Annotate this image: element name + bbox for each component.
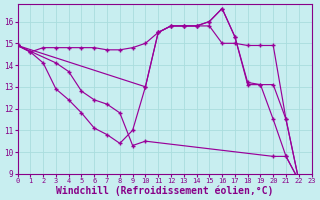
X-axis label: Windchill (Refroidissement éolien,°C): Windchill (Refroidissement éolien,°C): [56, 185, 273, 196]
